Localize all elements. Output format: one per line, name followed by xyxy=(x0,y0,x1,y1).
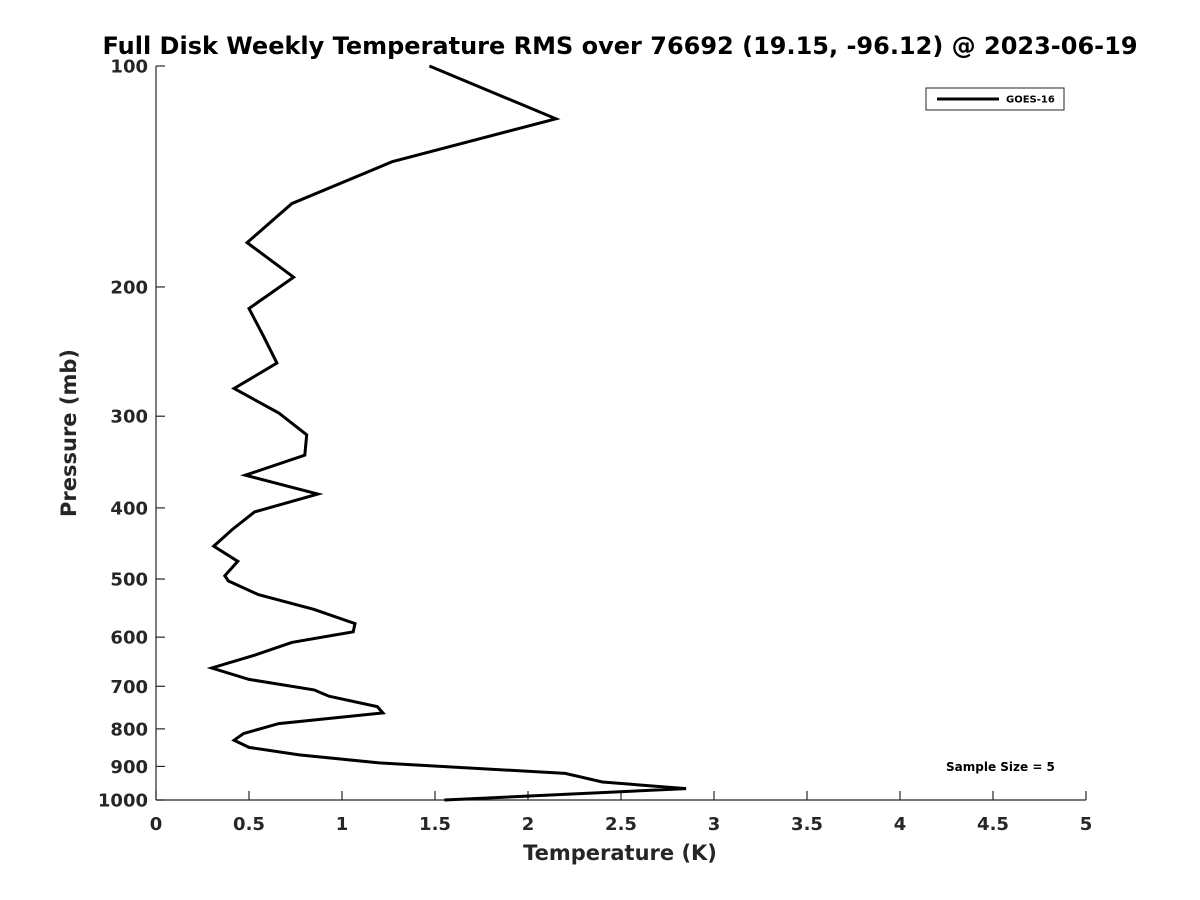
chart-title: Full Disk Weekly Temperature RMS over 76… xyxy=(102,32,1137,60)
x-tick-label: 0.5 xyxy=(233,814,265,835)
x-tick-label: 0 xyxy=(150,814,163,835)
y-axis-ticks: 100 200 300 400 500 600 700 800 900 1000 xyxy=(98,57,165,812)
y-tick-label: 100 xyxy=(110,57,148,78)
legend-label-goes-16: GOES-16 xyxy=(1006,95,1055,106)
y-tick-label: 900 xyxy=(110,757,148,778)
y-tick-label: 600 xyxy=(110,628,148,649)
y-tick-label: 400 xyxy=(110,498,148,519)
x-tick-label: 3.5 xyxy=(791,814,823,835)
x-tick-label: 3 xyxy=(708,814,721,835)
x-axis-ticks: 0 0.5 1 1.5 2 2.5 3 3.5 4 4.5 5 xyxy=(150,791,1093,835)
y-tick-label: 300 xyxy=(110,407,148,428)
series-layer xyxy=(206,64,687,802)
x-axis-label: Temperature (K) xyxy=(523,841,717,865)
x-tick-label: 5 xyxy=(1080,814,1093,835)
y-tick-label: 500 xyxy=(110,570,148,591)
x-tick-label: 4 xyxy=(894,814,907,835)
y-tick-label: 700 xyxy=(110,677,148,698)
x-tick-label: 2 xyxy=(522,814,535,835)
legend: GOES-16 xyxy=(925,87,1065,111)
sample-size-annotation: Sample Size = 5 xyxy=(946,760,1055,774)
y-tick-label: 1000 xyxy=(98,791,148,812)
x-tick-label: 4.5 xyxy=(977,814,1009,835)
series-line-goes-16 xyxy=(206,64,687,802)
y-tick-label: 800 xyxy=(110,719,148,740)
x-tick-label: 2.5 xyxy=(605,814,637,835)
y-axis-label: Pressure (mb) xyxy=(57,349,81,517)
x-tick-label: 1 xyxy=(336,814,349,835)
x-tick-label: 1.5 xyxy=(419,814,451,835)
y-tick-label: 200 xyxy=(110,277,148,298)
